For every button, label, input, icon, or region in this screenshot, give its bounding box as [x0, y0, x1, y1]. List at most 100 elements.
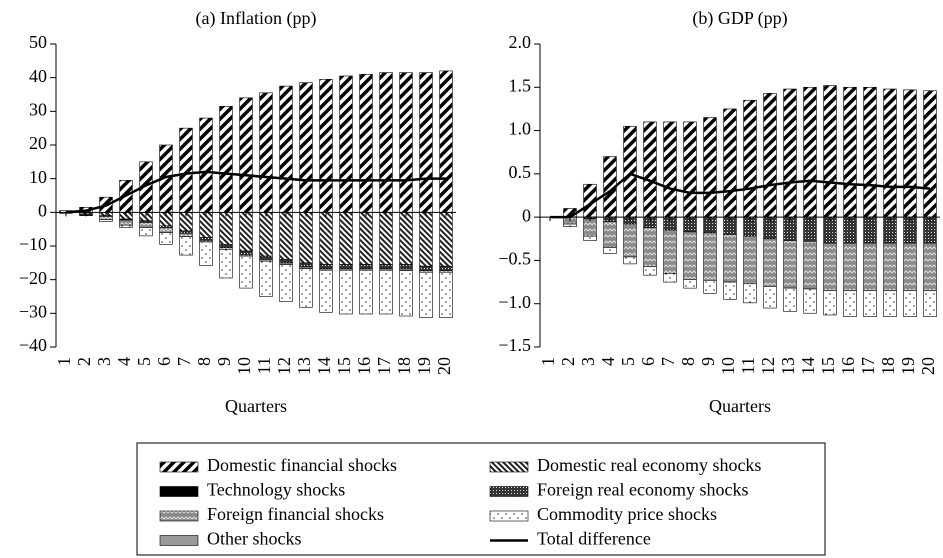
total-difference-line — [65, 170, 446, 214]
bar-segment — [419, 212, 433, 267]
y-tick-label: 0 — [522, 205, 531, 225]
legend-swatch — [159, 486, 199, 497]
y-tick-label: 2.0 — [509, 32, 532, 52]
bar-segment — [623, 256, 637, 265]
y-tick-label: 0.5 — [509, 162, 532, 182]
chart-title: (b) GDP (pp) — [692, 8, 787, 29]
bar-segment — [703, 117, 717, 218]
bar-segment — [399, 264, 413, 270]
bar-segment — [319, 79, 333, 213]
bar-segment — [219, 244, 233, 248]
y-tick-label: −1.5 — [498, 335, 531, 355]
bar-segment — [439, 271, 453, 319]
bar-segment — [119, 224, 133, 228]
bar-segment — [663, 229, 677, 274]
bar-segment — [359, 269, 373, 315]
x-tick-label: 19 — [898, 357, 918, 375]
x-tick-label: 14 — [798, 357, 818, 375]
bar-segment — [359, 74, 373, 213]
bar-segment — [843, 86, 857, 218]
bar-segment — [439, 265, 453, 271]
bar-segment — [279, 85, 293, 213]
x-tick-label: 3 — [94, 357, 114, 366]
x-tick-label: 9 — [214, 357, 234, 366]
bar-segment — [683, 231, 697, 280]
bar-segment — [439, 70, 453, 213]
bar-segment — [139, 227, 153, 237]
x-tick-label: 17 — [374, 357, 394, 375]
bar-segment — [723, 108, 737, 218]
bar-segment — [319, 264, 333, 269]
legend-swatch — [489, 486, 529, 497]
bar-segment — [239, 212, 253, 252]
bar-segment — [643, 266, 657, 276]
x-tick-label: 11 — [738, 357, 758, 374]
x-tick-label: 15 — [818, 357, 838, 375]
bar-segment — [823, 290, 837, 316]
x-tick-label: 20 — [434, 357, 454, 375]
x-tick-label: 17 — [858, 357, 878, 375]
y-tick-label: −1.0 — [498, 292, 531, 312]
bar-segment — [783, 88, 797, 218]
bar-segment — [623, 223, 637, 258]
x-tick-label: 13 — [778, 357, 798, 375]
bar-segment — [219, 105, 233, 213]
bar-segment — [219, 249, 233, 279]
x-tick-label: 6 — [154, 357, 174, 366]
bar-segment — [643, 121, 657, 218]
bar-segment — [783, 240, 797, 289]
legend-label: Other shocks — [207, 529, 301, 549]
bar-segment — [259, 212, 273, 257]
y-tick-label: −20 — [19, 268, 47, 288]
bar-segment — [883, 290, 897, 318]
bar-segment — [379, 72, 393, 213]
bar-segment — [99, 216, 113, 221]
bar-segment — [119, 219, 133, 226]
bar-segment — [339, 75, 353, 213]
x-tick-label: 5 — [618, 357, 638, 366]
legend-swatch — [159, 461, 199, 473]
legend-label: Domestic real economy shocks — [537, 455, 761, 475]
bar-segment — [259, 92, 273, 213]
x-tick-label: 12 — [758, 357, 778, 375]
bar-segment — [683, 121, 697, 218]
bar-segment — [199, 237, 213, 241]
bar-segment — [583, 235, 597, 241]
x-tick-label: 16 — [838, 357, 858, 375]
total-difference-line — [550, 172, 931, 219]
x-tick-label: 1 — [54, 357, 74, 366]
y-tick-label: −10 — [19, 234, 47, 254]
bar-segment — [179, 230, 193, 234]
bar-segment — [763, 238, 777, 287]
x-axis-label: Quarters — [709, 396, 771, 416]
bar-segment — [903, 242, 917, 292]
bar-segment — [359, 212, 373, 265]
bar-segment — [723, 234, 737, 283]
x-tick-label: 7 — [174, 357, 194, 366]
bar-segment — [399, 270, 413, 317]
bar-segment — [399, 72, 413, 213]
bar-segment — [783, 287, 797, 312]
bar-segment — [803, 86, 817, 218]
bar-segment — [803, 241, 817, 290]
x-tick-label: 8 — [678, 357, 698, 366]
x-tick-label: 2 — [558, 357, 578, 366]
bar-segment — [319, 269, 333, 313]
bar-segment — [883, 242, 897, 292]
bar-segment — [823, 242, 837, 292]
legend-label: Domestic financial shocks — [207, 455, 397, 475]
bar-segment — [259, 260, 273, 297]
bar-segment — [843, 290, 857, 318]
y-tick-label: 20 — [29, 133, 47, 153]
y-tick-label: −0.5 — [498, 249, 531, 269]
x-tick-label: 18 — [878, 357, 898, 375]
legend-label: Foreign financial shocks — [207, 504, 384, 524]
bar-segment — [583, 218, 597, 237]
x-tick-label: 14 — [314, 357, 334, 375]
bar-segment — [199, 241, 213, 266]
x-axis-label: Quarters — [225, 396, 287, 416]
legend-label: Commodity price shocks — [537, 504, 717, 524]
x-tick-label: 5 — [134, 357, 154, 366]
x-tick-label: 4 — [598, 357, 618, 366]
